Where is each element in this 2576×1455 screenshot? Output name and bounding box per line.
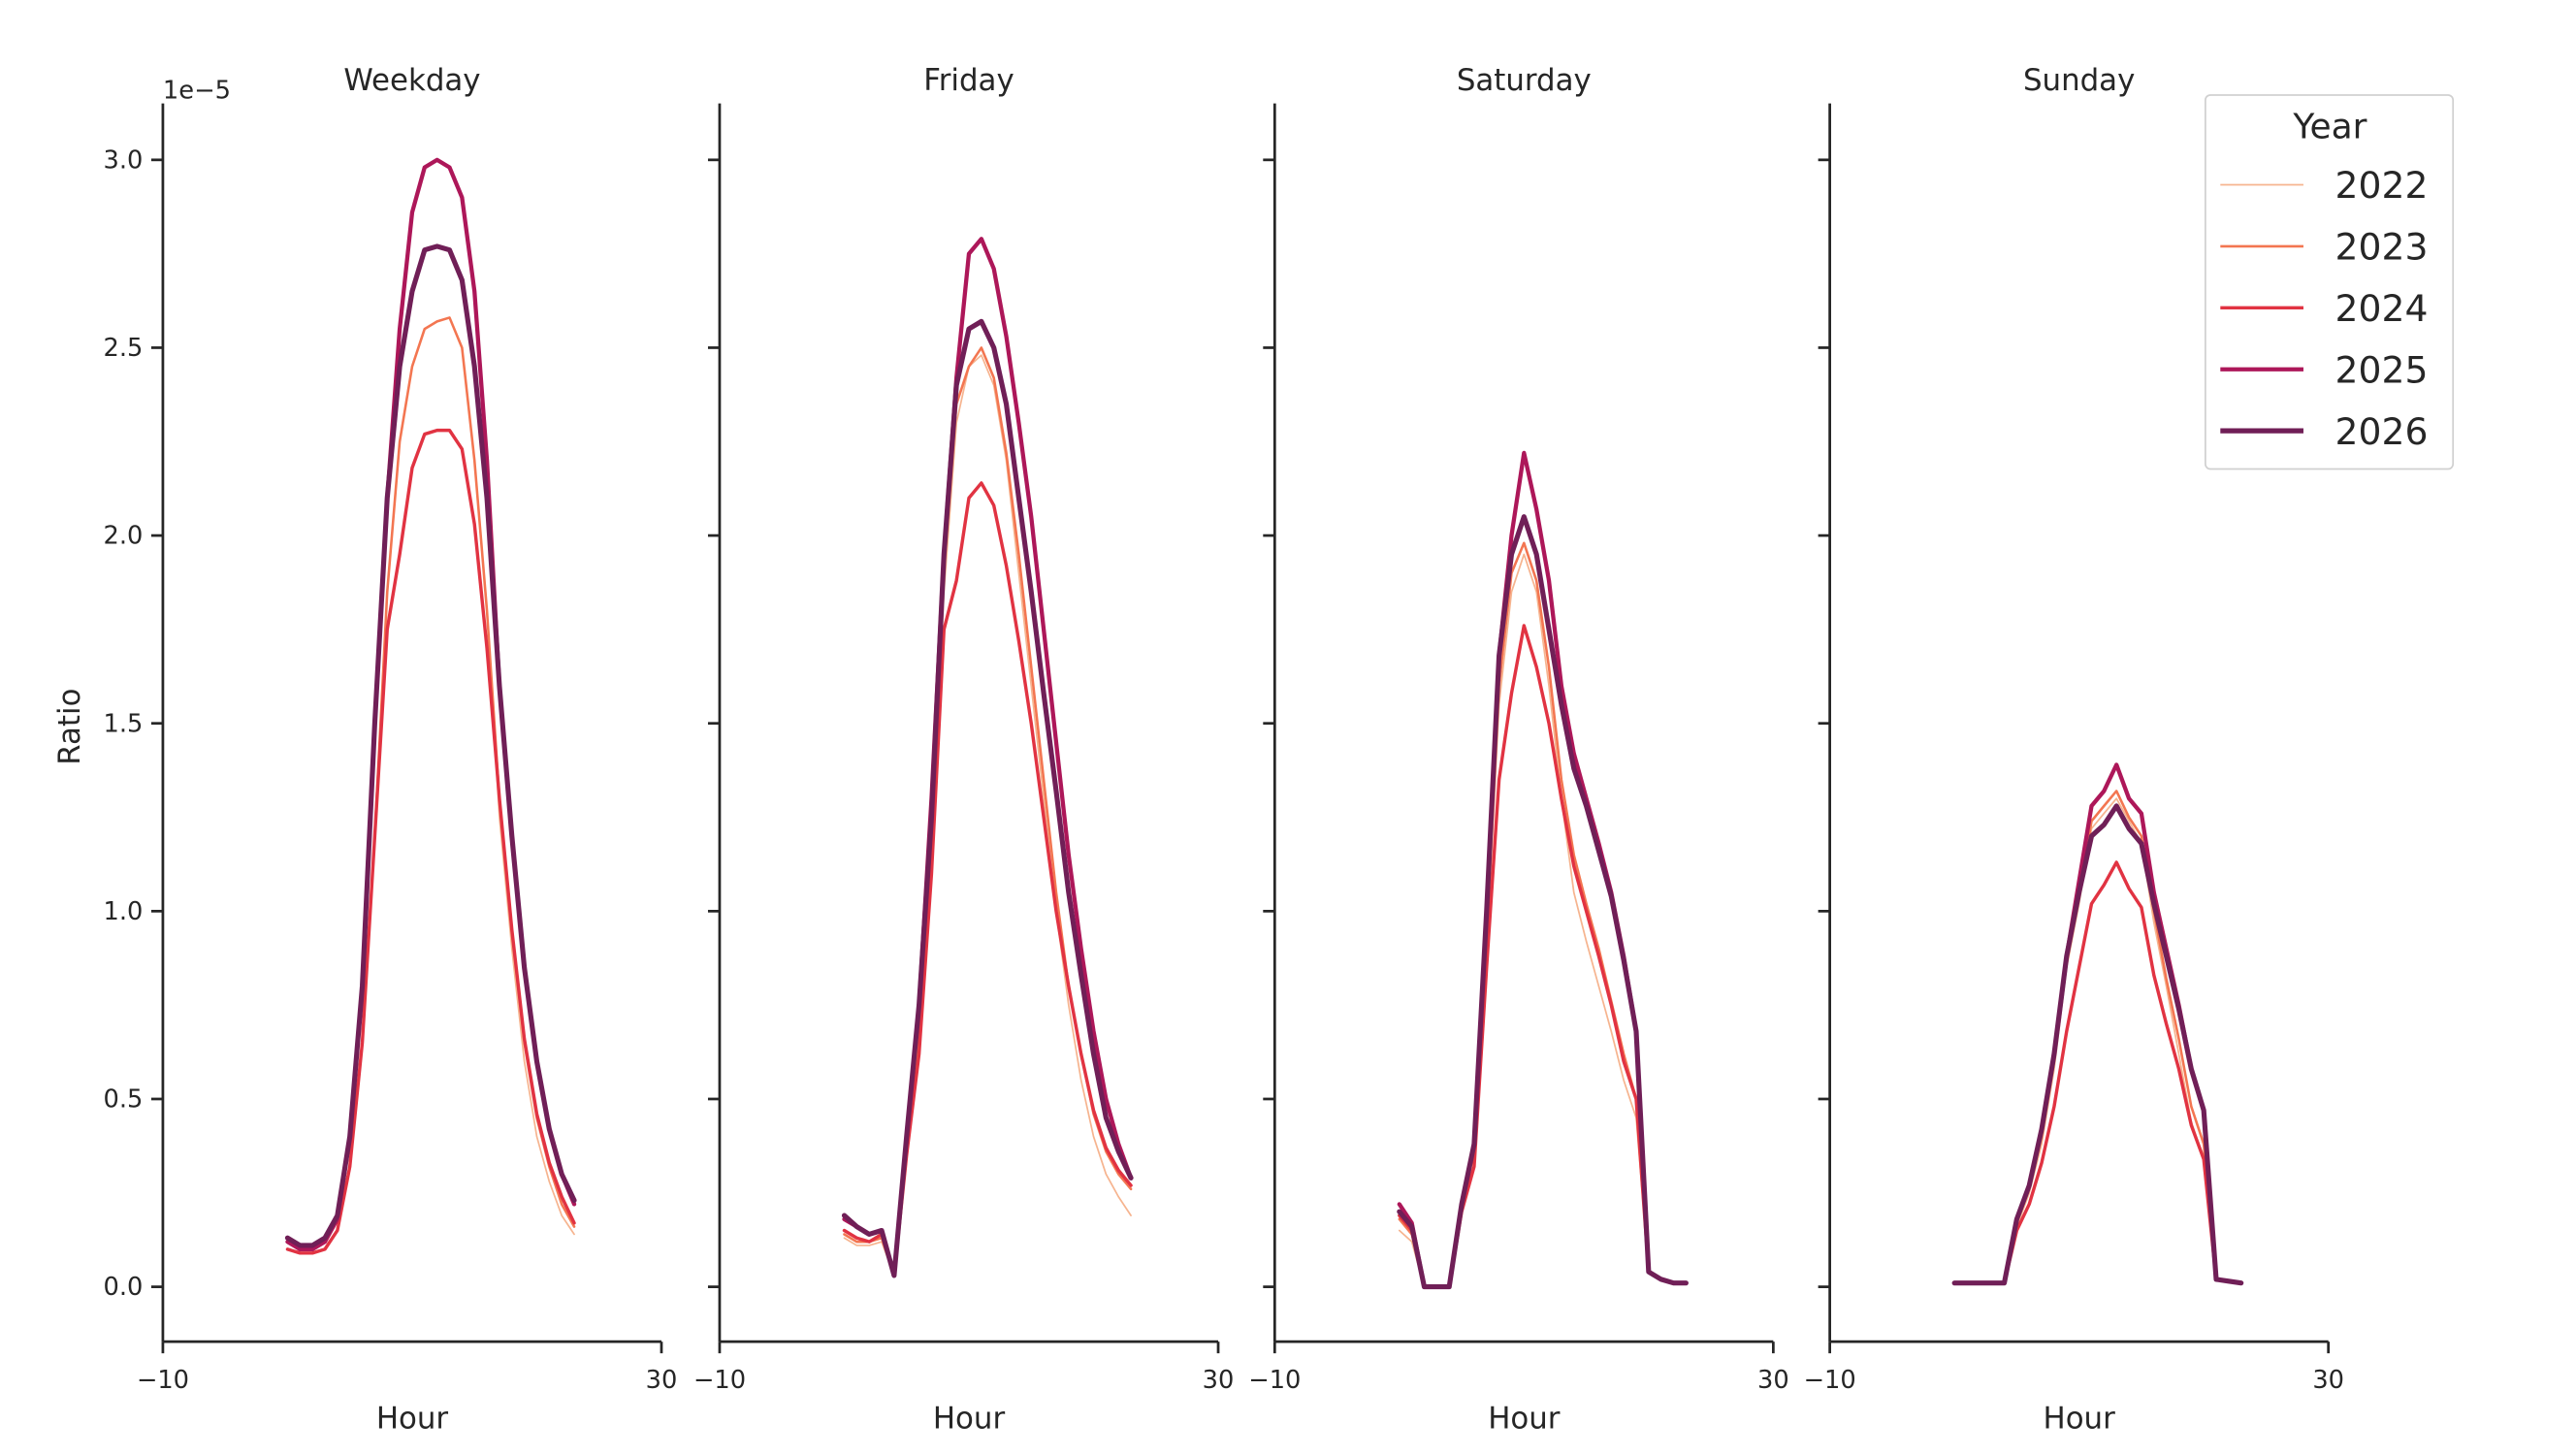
y-tick-label: 1.5 — [104, 709, 144, 738]
y-tick-label: 2.5 — [104, 334, 144, 363]
series-line-2026 — [284, 243, 577, 1248]
series-line-2023 — [843, 346, 1133, 1277]
y-axis-offset-text: 1e−5 — [163, 76, 231, 105]
x-tick-label: −10 — [693, 1366, 746, 1395]
series-line-2026 — [1951, 803, 2244, 1286]
y-tick-label: 0.0 — [104, 1273, 144, 1302]
series-line-2024 — [285, 428, 576, 1255]
x-tick-label: 30 — [1203, 1366, 1235, 1395]
legend-title: Year — [2292, 108, 2367, 147]
panel-friday: Friday −10 30 Hour — [693, 63, 1235, 1436]
x-tick-label: −10 — [1804, 1366, 1856, 1395]
x-axis-label: Hour — [1488, 1401, 1561, 1436]
x-axis-label: Hour — [2044, 1401, 2116, 1436]
series-line-2026 — [841, 318, 1134, 1278]
panel-saturday: Saturday −10 30 Hour — [1248, 63, 1789, 1436]
panel-title: Friday — [923, 63, 1014, 98]
x-axis-label: Hour — [376, 1401, 449, 1436]
x-tick-label: −10 — [1248, 1366, 1301, 1395]
legend-label-2024: 2024 — [2335, 287, 2429, 330]
legend-label-2026: 2026 — [2335, 410, 2429, 453]
legend-frame — [2205, 94, 2455, 470]
series-line-2022 — [1953, 797, 2242, 1284]
series-line-2025 — [1951, 762, 2243, 1285]
legend-label-2023: 2023 — [2335, 226, 2429, 269]
series-line-2023 — [1952, 790, 2243, 1284]
x-axis-label: Hour — [933, 1401, 1006, 1436]
y-tick-label: 1.0 — [104, 897, 144, 926]
y-tick-label: 3.0 — [104, 146, 144, 175]
series-line-2022 — [286, 316, 575, 1254]
y-tick-label: 0.5 — [104, 1085, 144, 1115]
y-axis-label: Ratio — [52, 689, 87, 765]
x-tick-label: −10 — [137, 1366, 189, 1395]
series-line-2024 — [1952, 860, 2243, 1285]
panel-sunday: Sunday −10 30 Hour — [1804, 63, 2345, 1436]
panel-weekday: Weekday 0.0 0.5 1.0 1.5 2.0 2.5 3.0 −10 30 Hour — [104, 63, 678, 1436]
legend: Year 2022 2023 2024 2025 2026 — [2205, 94, 2455, 470]
series-line-2024 — [842, 481, 1133, 1277]
x-tick-label: 30 — [1757, 1366, 1789, 1395]
series-line-2025 — [842, 237, 1134, 1278]
panel-title: Saturday — [1457, 63, 1592, 98]
y-tick-label: 2.0 — [104, 522, 144, 551]
panel-title: Sunday — [2023, 63, 2135, 98]
x-tick-label: 30 — [646, 1366, 678, 1395]
legend-label-2025: 2025 — [2335, 348, 2429, 391]
legend-label-2022: 2022 — [2335, 164, 2429, 207]
series-line-2026 — [1397, 514, 1689, 1290]
panel-title: Weekday — [343, 63, 480, 98]
x-tick-label: 30 — [2312, 1366, 2344, 1395]
series-line-2023 — [286, 316, 576, 1255]
